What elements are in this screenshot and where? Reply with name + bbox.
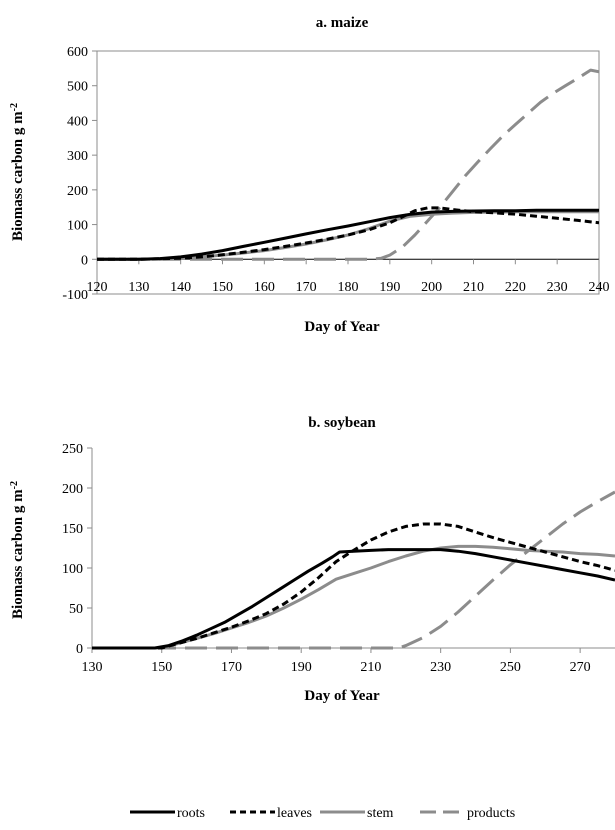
maize-x-tick-label: 170 [296, 280, 317, 295]
maize-x-tick-label: 130 [128, 280, 149, 295]
maize-x-tick-label: 150 [212, 280, 233, 295]
maize-y-tick-label: -100 [62, 288, 88, 303]
maize-series-leaves [97, 206, 599, 261]
soybean-x-tick-label: 170 [221, 660, 242, 675]
maize-y-tick-label: 0 [81, 253, 88, 268]
maize-y-axis-label: Biomass carbon g m-2 [9, 103, 27, 241]
maize-y-tick-label: 500 [67, 80, 88, 95]
soybean-y-tick-label: 200 [62, 482, 83, 497]
maize-y-tick-label: 200 [67, 184, 88, 199]
maize-x-tick-label: 160 [254, 280, 275, 295]
maize-x-tick-label: 200 [421, 280, 442, 295]
soybean-y-tick-label: 150 [62, 522, 83, 537]
maize-series-roots [97, 208, 599, 261]
soybean-y-tick-label: 50 [69, 602, 83, 617]
maize-y-tick-label: 100 [67, 219, 88, 234]
maize-x-tick-label: 140 [170, 280, 191, 295]
maize-x-tick-label: 230 [547, 280, 568, 295]
maize-y-tick-label: 400 [67, 114, 88, 129]
soybean-x-tick-label: 210 [360, 660, 381, 675]
maize-y-tick-label: 600 [67, 45, 88, 60]
soybean-series-products [92, 490, 615, 650]
soybean-y-axis-label: Biomass carbon g m-2 [9, 481, 27, 619]
legend-label-leaves: leaves [277, 806, 312, 821]
maize-series-stem [97, 210, 599, 261]
maize-panel: a. maize -100 0 100 200 300 400 500 600 120 130 1… [9, 15, 610, 335]
soybean-x-tick-label: 190 [291, 660, 312, 675]
soybean-y-tick-label: 100 [62, 562, 83, 577]
maize-x-tick-label: 240 [589, 280, 610, 295]
soybean-series-stem [92, 544, 615, 650]
soybean-x-tick-label: 130 [82, 660, 103, 675]
soybean-panel: b. soybean 0 50 100 150 200 250 130 150 170 190 2… [9, 415, 615, 704]
maize-x-tick-label: 120 [87, 280, 108, 295]
soybean-x-tick-label: 150 [151, 660, 172, 675]
maize-x-tick-label: 190 [379, 280, 400, 295]
maize-x-axis-label: Day of Year [304, 319, 380, 335]
maize-x-tick-label: 210 [463, 280, 484, 295]
soybean-y-tick-label: 250 [62, 442, 83, 457]
soybean-x-axis-label: Day of Year [304, 688, 380, 704]
maize-x-tick-label: 180 [338, 280, 359, 295]
maize-title: a. maize [316, 15, 369, 31]
soybean-series-leaves [92, 522, 615, 650]
soybean-x-tick-label: 270 [570, 660, 591, 675]
soybean-series-roots [92, 548, 615, 650]
maize-series-products [97, 68, 599, 261]
legend-label-products: products [467, 806, 515, 821]
maize-plot-area [96, 50, 600, 295]
maize-y-tick-label: 300 [67, 149, 88, 164]
soybean-y-tick-label: 0 [76, 642, 83, 657]
soybean-x-tick-label: 250 [500, 660, 521, 675]
legend-label-stem: stem [367, 806, 394, 821]
soybean-title: b. soybean [308, 415, 376, 431]
maize-x-tick-label: 220 [505, 280, 526, 295]
legend-label-roots: roots [177, 806, 205, 821]
soybean-x-tick-label: 230 [430, 660, 451, 675]
legend: roots leaves stem products [130, 806, 515, 821]
